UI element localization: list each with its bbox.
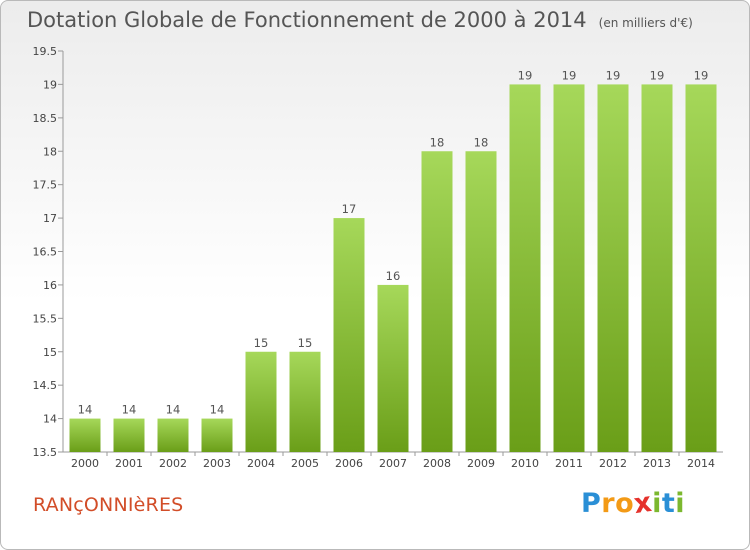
- bar: [113, 418, 145, 452]
- logo-letter: t: [661, 488, 676, 519]
- bar-value-label: 19: [606, 68, 621, 82]
- y-tick-label: 14: [43, 413, 57, 426]
- y-tick-label: 17.5: [33, 179, 58, 192]
- bar-value-label: 18: [430, 135, 445, 149]
- x-tick-label: 2006: [335, 457, 363, 470]
- y-tick-label: 19: [43, 78, 57, 91]
- bar: [69, 418, 101, 452]
- x-tick-label: 2012: [599, 457, 627, 470]
- y-tick-label: 15.5: [33, 312, 58, 325]
- logo-letter: i: [675, 488, 686, 519]
- x-tick-label: 2000: [71, 457, 99, 470]
- proxiti-logo: Proxiti: [581, 486, 686, 521]
- bar-value-label: 19: [694, 68, 709, 82]
- chart-title-text: Dotation Globale de Fonctionnement de 20…: [27, 8, 587, 32]
- bar: [377, 284, 409, 452]
- axes: 13.5 14 14.5 15 15.5 16 16.5 17 17.5 18 18.5 19 19.5…: [33, 45, 723, 470]
- x-tick-label: 2013: [643, 457, 671, 470]
- logo-letter: x: [632, 486, 655, 521]
- y-tick-label: 17: [43, 212, 57, 225]
- bar-value-label: 19: [518, 68, 533, 82]
- x-tick-label: 2008: [423, 457, 451, 470]
- bar: [465, 151, 497, 452]
- x-tick-label: 2003: [203, 457, 231, 470]
- bar: [157, 418, 189, 452]
- bar-value-label: 16: [386, 269, 401, 283]
- x-tick-label: 2011: [555, 457, 583, 470]
- bar: [289, 351, 321, 452]
- bars: [69, 84, 717, 453]
- bar-value-label: 14: [166, 403, 181, 417]
- y-tick-label: 16.5: [33, 246, 58, 259]
- bar: [597, 84, 629, 453]
- bar-value-label: 18: [474, 135, 489, 149]
- bar: [641, 84, 673, 453]
- y-tick-label: 16: [43, 279, 57, 292]
- chart-unit: (en milliers d'€): [598, 16, 693, 30]
- logo-letter: i: [652, 488, 662, 519]
- bar: [553, 84, 585, 453]
- bar-value-label: 14: [122, 403, 137, 417]
- y-tick-label: 19.5: [33, 45, 58, 58]
- logo-letter: P: [581, 488, 602, 519]
- bar: [421, 151, 453, 452]
- logo-letter: r: [601, 488, 616, 519]
- y-tick-label: 18.5: [33, 112, 58, 125]
- bar-value-label: 15: [298, 336, 313, 350]
- x-tick-label: 2009: [467, 457, 495, 470]
- x-tick-label: 2001: [115, 457, 143, 470]
- bar-value-label: 15: [254, 336, 269, 350]
- bar: [333, 218, 365, 452]
- bar: [201, 418, 233, 452]
- commune-name: RANçONNIèRES: [33, 494, 184, 516]
- x-tick-label: 2004: [247, 457, 275, 470]
- bar-value-label: 14: [78, 403, 93, 417]
- bar-value-label: 17: [342, 202, 357, 216]
- bar-value-label: 19: [562, 68, 577, 82]
- x-tick-label: 2014: [687, 457, 715, 470]
- value-labels: 14 14 14 14 15 15 17 16 18 18 19 19 19 19 19: [78, 68, 709, 416]
- chart-title: Dotation Globale de Fonctionnement de 20…: [27, 8, 693, 32]
- bar: [509, 84, 541, 453]
- y-tick-label: 18: [43, 145, 57, 158]
- x-tick-label: 2005: [291, 457, 319, 470]
- x-tick-label: 2007: [379, 457, 407, 470]
- logo-letter: o: [615, 488, 635, 519]
- bar-value-label: 19: [650, 68, 665, 82]
- bar-value-label: 14: [210, 403, 225, 417]
- bar: [685, 84, 717, 453]
- bar: [245, 351, 277, 452]
- x-tick-label: 2002: [159, 457, 187, 470]
- y-tick-label: 13.5: [33, 446, 58, 459]
- x-tick-label: 2010: [511, 457, 539, 470]
- y-tick-label: 14.5: [33, 379, 58, 392]
- y-tick-label: 15: [43, 346, 57, 359]
